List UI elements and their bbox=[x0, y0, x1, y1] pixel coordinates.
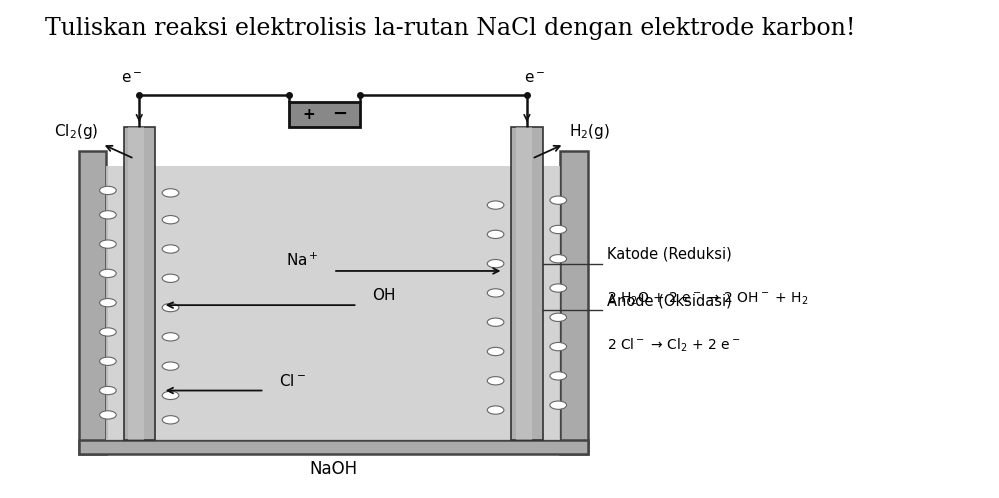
Bar bbox=[79, 440, 587, 454]
Circle shape bbox=[162, 362, 179, 371]
Text: 2 Cl$^-$ → Cl$_2$ + 2 e$^-$: 2 Cl$^-$ → Cl$_2$ + 2 e$^-$ bbox=[607, 337, 740, 354]
Circle shape bbox=[549, 401, 566, 409]
Circle shape bbox=[549, 254, 566, 263]
Text: OH: OH bbox=[373, 288, 396, 303]
Circle shape bbox=[100, 386, 116, 395]
Bar bbox=[128, 127, 144, 440]
Circle shape bbox=[162, 416, 179, 424]
Bar bbox=[79, 151, 106, 454]
Circle shape bbox=[549, 313, 566, 322]
Circle shape bbox=[162, 274, 179, 282]
Circle shape bbox=[549, 196, 566, 204]
Circle shape bbox=[488, 230, 503, 239]
Circle shape bbox=[488, 201, 503, 209]
Circle shape bbox=[488, 347, 503, 356]
Bar bbox=[560, 151, 587, 454]
Circle shape bbox=[100, 357, 116, 366]
Circle shape bbox=[162, 333, 179, 341]
Circle shape bbox=[488, 259, 503, 268]
Text: Cl$^-$: Cl$^-$ bbox=[280, 373, 306, 388]
Bar bbox=[124, 127, 155, 440]
Circle shape bbox=[100, 411, 116, 419]
Circle shape bbox=[488, 376, 503, 385]
Circle shape bbox=[100, 269, 116, 277]
Text: e$^-$: e$^-$ bbox=[524, 72, 545, 87]
Circle shape bbox=[549, 372, 566, 380]
Bar bbox=[289, 102, 360, 127]
Text: Tuliskan reaksi elektrolisis la-rutan NaCl dengan elektrode karbon!: Tuliskan reaksi elektrolisis la-rutan Na… bbox=[45, 17, 856, 40]
Bar bbox=[79, 151, 106, 454]
Circle shape bbox=[100, 211, 116, 219]
Circle shape bbox=[488, 406, 503, 414]
Text: −: − bbox=[333, 105, 348, 124]
Text: +: + bbox=[303, 107, 315, 122]
Text: H$_2$(g): H$_2$(g) bbox=[569, 122, 610, 140]
Text: 2 H$_2$O + 2 e$^-$ → 2 OH$^-$ + H$_2$: 2 H$_2$O + 2 e$^-$ → 2 OH$^-$ + H$_2$ bbox=[607, 290, 809, 307]
Circle shape bbox=[549, 225, 566, 234]
Bar bbox=[511, 127, 542, 440]
Text: Cl$_2$(g): Cl$_2$(g) bbox=[54, 122, 99, 140]
Circle shape bbox=[162, 216, 179, 224]
Circle shape bbox=[488, 318, 503, 326]
Circle shape bbox=[549, 284, 566, 292]
Text: NaOH: NaOH bbox=[309, 460, 357, 478]
Circle shape bbox=[100, 328, 116, 336]
Circle shape bbox=[100, 186, 116, 195]
Bar bbox=[79, 440, 587, 454]
Bar bbox=[560, 151, 587, 454]
Circle shape bbox=[162, 303, 179, 312]
Text: e$^-$: e$^-$ bbox=[121, 72, 142, 87]
Circle shape bbox=[162, 391, 179, 399]
Bar bbox=[515, 127, 531, 440]
Text: Na$^+$: Na$^+$ bbox=[286, 251, 319, 269]
Circle shape bbox=[100, 240, 116, 249]
Text: Katode (Reduksi): Katode (Reduksi) bbox=[607, 247, 732, 261]
Circle shape bbox=[488, 289, 503, 297]
Bar bbox=[106, 166, 560, 440]
Text: Anode (Oksidasi): Anode (Oksidasi) bbox=[607, 293, 732, 308]
Circle shape bbox=[162, 245, 179, 253]
Circle shape bbox=[549, 343, 566, 351]
Circle shape bbox=[162, 189, 179, 197]
Circle shape bbox=[100, 298, 116, 307]
